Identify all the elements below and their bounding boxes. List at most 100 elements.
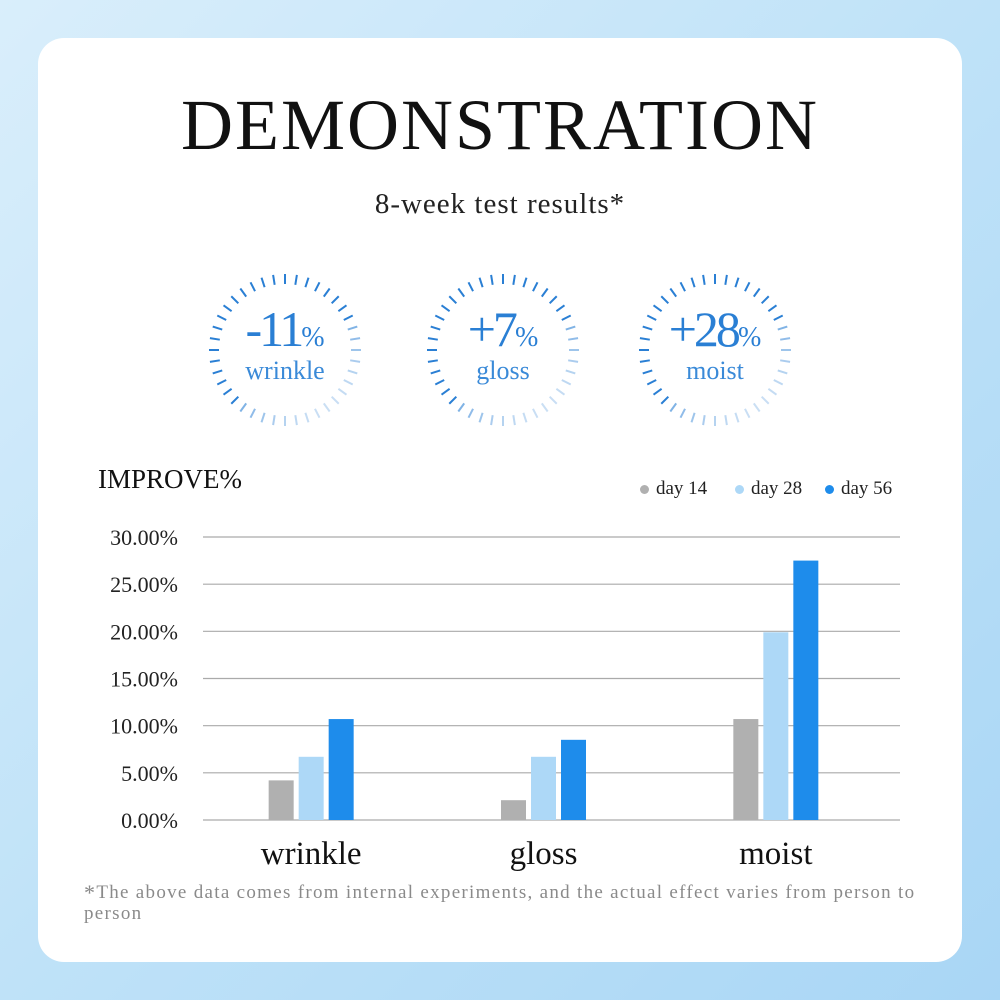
tick-mark [239,402,248,413]
tick-mark [660,295,670,305]
y-tick-label: 25.00% [110,572,178,597]
tick-mark [216,379,227,386]
tick-mark [294,274,298,285]
bar-wrinkle-day56 [328,719,354,820]
tick-mark [767,387,778,396]
tick-mark [512,415,516,426]
tick-mark [249,408,256,419]
tick-mark [679,408,686,419]
tick-mark [314,408,321,419]
tick-mark [347,369,358,375]
legend-dot [640,484,649,494]
tick-mark [752,402,761,413]
tick-ring-icon [639,274,791,426]
y-tick-label: 15.00% [110,667,178,692]
bar-gloss-day28 [531,756,556,820]
tick-mark [642,325,653,331]
tick-mark [440,304,451,313]
tick-mark [490,274,494,285]
tick-mark [522,412,528,423]
tick-mark [690,277,696,288]
y-tick-label: 10.00% [110,714,178,739]
badge-gloss: +7% gloss [423,270,583,430]
legend-dot [735,484,744,494]
tick-mark [448,295,458,305]
tick-mark [330,295,340,305]
tick-mark [522,277,528,288]
tick-mark [760,395,770,405]
chart-title: IMPROVE% [98,464,243,494]
tick-mark [660,395,670,405]
y-tick-label: 0.00% [121,808,178,833]
tick-mark [216,314,227,321]
bar-gloss-day56 [561,739,586,820]
tick-mark [734,412,740,423]
tick-mark [467,281,474,292]
tick-mark [639,359,650,363]
tick-mark [777,325,788,331]
tick-mark [669,287,678,298]
tick-mark [350,337,361,341]
tick-mark [467,408,474,419]
tick-mark [568,359,579,363]
tick-mark [294,415,298,426]
tick-ring-icon [427,274,579,426]
legend-day14: day 14 [640,478,707,500]
tick-mark [209,337,220,341]
tick-mark [548,395,558,405]
badge-label: gloss [476,356,530,385]
bar-wrinkle-day14 [268,780,294,820]
tick-mark [260,277,266,288]
tick-mark [347,325,358,331]
badge-value: -11% [245,301,325,357]
tick-mark [639,337,650,341]
tick-mark [427,337,438,341]
tick-mark [532,408,539,419]
tick-mark [337,387,348,396]
tick-mark [512,274,516,285]
tick-mark [230,295,240,305]
tick-mark [690,412,696,423]
tick-mark [330,395,340,405]
tick-mark [540,402,549,413]
bar-wrinkle-day28 [298,756,324,820]
tick-ring-icon [209,274,361,426]
bar-moist-day28 [763,632,789,820]
badge-label: wrinkle [245,356,325,385]
tick-mark [322,402,331,413]
tick-mark [555,304,566,313]
tick-mark [314,281,321,292]
x-tick-label: gloss [510,836,578,872]
tick-mark [212,369,223,375]
tick-mark [304,412,310,423]
tick-mark [652,387,663,396]
tick-mark [744,408,751,419]
tick-mark [457,402,466,413]
tick-mark [322,287,331,298]
badge-label: moist [686,356,744,385]
y-tick-label: 5.00% [121,761,178,786]
badge-value: +7% [467,301,539,357]
tick-mark [343,314,354,321]
tick-mark [561,379,572,386]
tick-mark [440,387,451,396]
tick-mark [734,277,740,288]
tick-mark [561,314,572,321]
y-tick-label: 20.00% [110,619,178,644]
tick-mark [777,369,788,375]
x-tick-label: moist [739,836,812,872]
tick-mark [565,325,576,331]
tick-mark [212,325,223,331]
tick-mark [434,379,445,386]
tick-mark [646,314,657,321]
tick-mark [272,415,276,426]
tick-mark [752,287,761,298]
tick-mark [434,314,445,321]
tick-mark [448,395,458,405]
tick-mark [548,295,558,305]
y-tick-label: 30.00% [110,525,178,550]
tick-mark [652,304,663,313]
footnote: *The above data comes from internal expe… [84,880,916,925]
tick-mark [430,369,441,375]
